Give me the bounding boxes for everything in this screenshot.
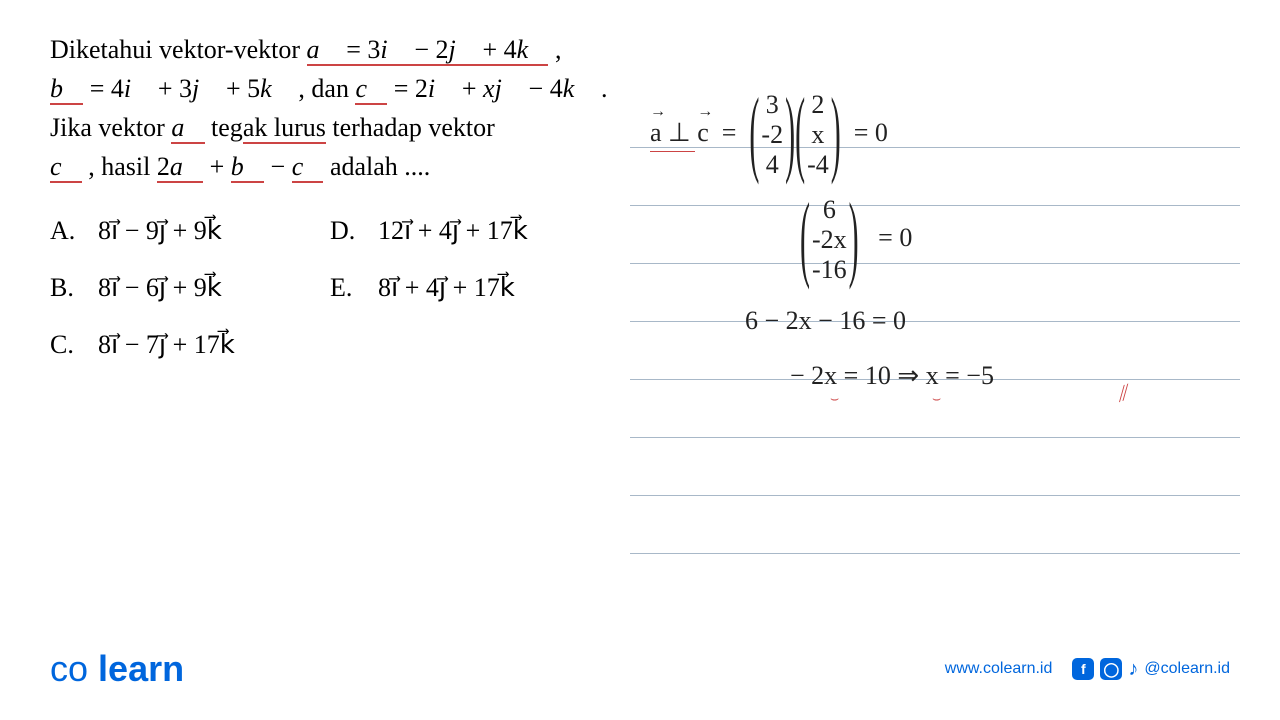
option-c: C. 8i⃗ − 7j⃗ + 17k⃗ bbox=[50, 325, 330, 364]
red-tick-icon: ⌣ bbox=[932, 392, 941, 408]
work-panel: a ⊥ c = (3-24)(2x-4) = 0 ⎯⎯⎯⎯⎯ (6-2x-16)… bbox=[630, 30, 1280, 364]
q-line3-prefix: Jika vektor bbox=[50, 113, 171, 142]
option-label: E. bbox=[330, 268, 360, 307]
q-line1-prefix: Diketahui vektor-vektor bbox=[50, 35, 307, 64]
option-text: 8i⃗ − 7j⃗ + 17k⃗ bbox=[98, 325, 235, 364]
social-group: f ◯ ♪ @colearn.id bbox=[1072, 658, 1230, 681]
ruled-line bbox=[630, 264, 1240, 322]
option-text: 12i⃗ + 4j⃗ + 17k⃗ bbox=[378, 211, 528, 250]
work-line4: − 2x = 10 ⇒ x = −5 bbox=[790, 360, 994, 391]
paren-icon: ) bbox=[785, 77, 795, 192]
question-panel: Diketahui vektor-vektor a⃗ = 3i⃗ − 2j⃗ +… bbox=[50, 30, 630, 364]
option-label: A. bbox=[50, 211, 80, 250]
q-vec-a: a⃗ = 3i⃗ − 2j⃗ + 4k⃗ bbox=[307, 35, 549, 66]
website-link[interactable]: www.colearn.id bbox=[945, 660, 1053, 678]
q-line2-mid: , dan bbox=[292, 74, 356, 103]
q-line4-c: c⃗ bbox=[50, 152, 82, 183]
q-vec-c: c⃗ = 2i⃗ + xj⃗ − 4k⃗ bbox=[355, 74, 594, 105]
col-vec-1: 3-24 bbox=[761, 90, 783, 180]
ruled-line bbox=[630, 206, 1240, 264]
paren-icon: ) bbox=[831, 77, 841, 192]
col-vec-2: 2x-4 bbox=[807, 90, 829, 180]
q-line2-suffix: . bbox=[594, 74, 607, 103]
q-line3-a: a⃗ bbox=[171, 113, 204, 144]
paren-icon: ) bbox=[849, 182, 859, 297]
paren-icon: ( bbox=[749, 77, 759, 192]
question-text: Diketahui vektor-vektor a⃗ = 3i⃗ − 2j⃗ +… bbox=[50, 30, 630, 186]
q-line1-suffix: , bbox=[548, 35, 561, 64]
red-tick-icon: ⌣ bbox=[830, 392, 839, 408]
logo: co learn bbox=[50, 648, 184, 690]
option-label: C. bbox=[50, 325, 80, 364]
q-line4-mid: , hasil bbox=[82, 152, 157, 181]
col-vec-3: 6-2x-16 bbox=[812, 195, 847, 285]
paren-icon: ( bbox=[800, 182, 810, 297]
logo-learn: learn bbox=[98, 648, 184, 689]
paren-icon: ( bbox=[795, 77, 805, 192]
options-grid: A. 8i⃗ − 9j⃗ + 9k⃗ D. 12i⃗ + 4j⃗ + 17k⃗ … bbox=[50, 211, 630, 364]
option-text: 8i⃗ − 6j⃗ + 9k⃗ bbox=[98, 268, 222, 307]
work-c: c bbox=[697, 118, 709, 147]
work-line1: a ⊥ c = (3-24)(2x-4) = 0 bbox=[650, 90, 888, 180]
tiktok-icon[interactable]: ♪ bbox=[1128, 658, 1138, 681]
ruled-line bbox=[630, 438, 1240, 496]
option-text: 8i⃗ + 4j⃗ + 17k⃗ bbox=[378, 268, 515, 307]
instagram-icon[interactable]: ◯ bbox=[1100, 658, 1122, 680]
option-b: B. 8i⃗ − 6j⃗ + 9k⃗ bbox=[50, 268, 330, 307]
option-label: D. bbox=[330, 211, 360, 250]
work-line3: 6 − 2x − 16 = 0 bbox=[745, 305, 906, 336]
eq-zero: = 0 bbox=[854, 118, 888, 147]
option-a: A. 8i⃗ − 9j⃗ + 9k⃗ bbox=[50, 211, 330, 250]
q-line4-expr: 2a⃗ + b⃗ − c⃗ bbox=[157, 152, 324, 183]
social-handle: @colearn.id bbox=[1144, 660, 1230, 678]
eq-zero2: = 0 bbox=[878, 223, 912, 252]
option-text: 8i⃗ − 9j⃗ + 9k⃗ bbox=[98, 211, 222, 250]
option-e: E. 8i⃗ + 4j⃗ + 17k⃗ bbox=[330, 268, 610, 307]
ruled-line bbox=[630, 496, 1240, 554]
q-line4-suffix: adalah .... bbox=[323, 152, 430, 181]
option-label: B. bbox=[50, 268, 80, 307]
red-underline-icon: ⎯⎯⎯⎯⎯ bbox=[650, 140, 695, 161]
footer-right: www.colearn.id f ◯ ♪ @colearn.id bbox=[945, 658, 1230, 681]
footer: co learn www.colearn.id f ◯ ♪ @colearn.i… bbox=[50, 648, 1230, 690]
work-line2: (6-2x-16) = 0 bbox=[800, 195, 912, 285]
facebook-icon[interactable]: f bbox=[1072, 658, 1094, 680]
q-vec-b: b⃗ = 4i⃗ + 3j⃗ + 5k⃗ bbox=[50, 74, 292, 105]
q-line3-mid: tegak lurus terhadap vektor bbox=[205, 113, 495, 144]
option-d: D. 12i⃗ + 4j⃗ + 17k⃗ bbox=[330, 211, 610, 250]
